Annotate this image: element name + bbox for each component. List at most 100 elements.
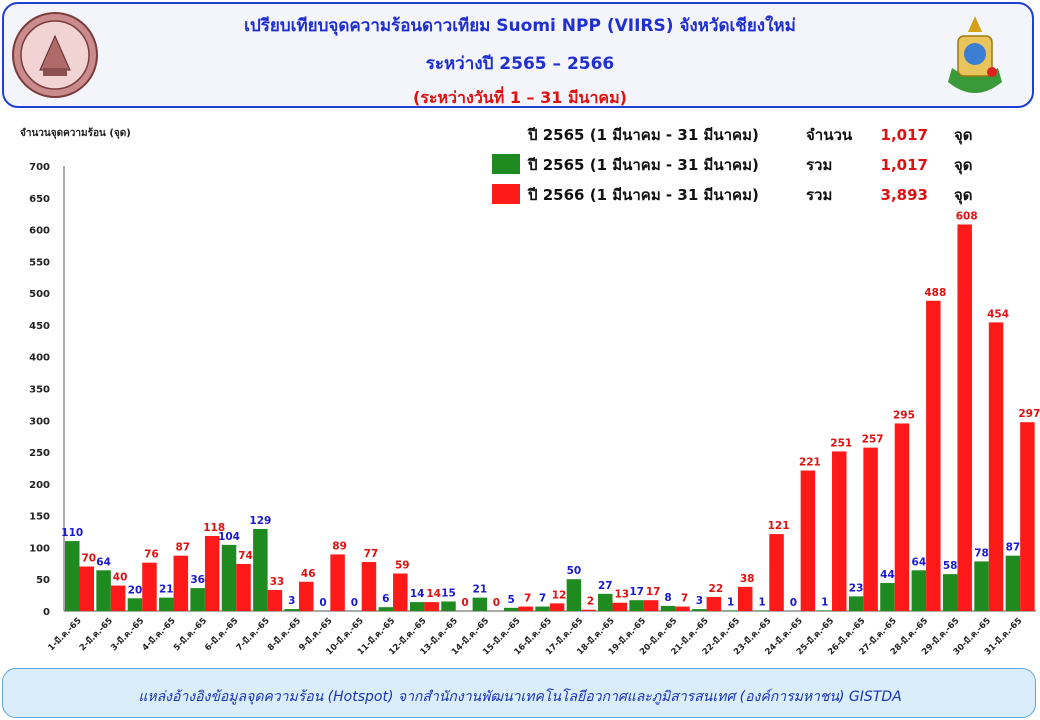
data-label-2565: 17 (629, 586, 644, 598)
bar-2565 (723, 610, 738, 611)
y-tick-label: 50 (36, 575, 50, 586)
data-label-2566: 87 (176, 542, 191, 554)
data-label-2565: 3 (288, 595, 295, 607)
data-label-2565: 15 (441, 587, 456, 599)
bar-2566 (832, 451, 847, 611)
bar-2566 (675, 606, 690, 611)
data-label-2566: 7 (681, 593, 688, 605)
y-tick-label: 300 (29, 416, 50, 427)
data-label-2566: 121 (768, 520, 790, 532)
bar-2565 (221, 544, 237, 611)
data-label-2565: 64 (96, 556, 111, 568)
agency-emblem-icon (948, 16, 1002, 93)
data-label-2566: 77 (364, 548, 379, 560)
bar-2565 (817, 610, 833, 611)
data-label-2565: 1 (758, 596, 765, 608)
y-tick-label: 700 (29, 162, 50, 173)
bar-2566 (236, 563, 251, 611)
bar-2565 (127, 598, 143, 611)
bar-2565 (96, 570, 111, 611)
data-label-2565: 8 (664, 592, 671, 604)
bar-2565 (911, 570, 927, 611)
data-label-2566: 76 (144, 549, 159, 561)
legend-swatch (492, 184, 520, 204)
bar-2566 (298, 581, 314, 611)
data-label-2566: 14 (426, 588, 441, 600)
bar-2565 (378, 607, 394, 611)
data-label-2566: 257 (862, 434, 884, 446)
legend-total: 1,017 (881, 126, 928, 144)
bar-2566 (110, 585, 126, 611)
data-label-2565: 110 (61, 527, 83, 539)
legend-total: 1,017 (881, 156, 928, 174)
bar-2566 (863, 447, 878, 611)
data-label-2565: 6 (382, 593, 389, 605)
y-axis-label: จำนวนจุดความร้อน (จุด) (20, 127, 131, 139)
bar-2565 (441, 601, 456, 611)
bar-2565 (65, 541, 80, 611)
data-label-2566: 608 (956, 210, 978, 222)
data-label-2566: 251 (830, 437, 852, 449)
data-label-2565: 0 (351, 597, 358, 609)
y-tick-label: 250 (29, 448, 50, 459)
bar-2566 (737, 586, 753, 611)
bar-2566 (330, 554, 345, 611)
y-tick-label: 550 (29, 257, 50, 268)
bar-2565 (535, 606, 550, 611)
provincial-seal-icon (12, 12, 98, 98)
data-label-2565: 1 (727, 596, 734, 608)
data-label-2565: 78 (974, 547, 989, 559)
legend-word: รวม (806, 186, 832, 204)
data-label-2565: 0 (790, 597, 797, 609)
bar-2565 (253, 528, 268, 611)
data-label-2566: 13 (614, 589, 629, 601)
data-label-2566: 17 (646, 586, 661, 598)
bar-2566 (581, 609, 596, 611)
legend-swatch (492, 154, 520, 174)
bar-2565 (598, 593, 613, 611)
bar-2566 (988, 322, 1004, 611)
bar-2566 (549, 603, 565, 611)
y-tick-label: 150 (29, 512, 50, 523)
bar-2565 (660, 605, 676, 611)
bar-2565 (880, 583, 895, 611)
bar-2565 (974, 561, 989, 611)
legend-word: จำนวน (806, 126, 853, 144)
data-label-2566: 59 (395, 559, 410, 571)
y-tick-label: 0 (43, 607, 50, 618)
footer-panel (2, 668, 1036, 718)
y-tick-label: 200 (29, 480, 50, 491)
bar-2566 (957, 224, 972, 611)
legend-total: 3,893 (881, 186, 928, 204)
data-label-2565: 21 (159, 584, 174, 596)
data-label-2565: 27 (598, 580, 613, 592)
chart-title-line2: ระหว่างปี 2565 – 2566 (425, 54, 615, 74)
bar-2565 (848, 596, 864, 611)
bar-2565 (159, 597, 174, 611)
data-label-2566: 297 (1018, 408, 1040, 420)
legend-label: ปี 2565 (1 มีนาคม - 31 มีนาคม) (527, 126, 759, 144)
bar-2566 (173, 555, 189, 611)
bar-2566 (393, 573, 408, 611)
bar-2566 (800, 470, 816, 611)
data-label-2565: 1 (821, 596, 828, 608)
bar-2565 (503, 607, 519, 611)
data-label-2566: 38 (740, 573, 755, 585)
data-label-2565: 87 (1006, 542, 1021, 554)
bar-2566 (361, 562, 377, 611)
data-label-2566: 74 (238, 550, 253, 562)
y-tick-label: 650 (29, 194, 50, 205)
bar-2566 (518, 606, 533, 611)
data-label-2565: 5 (508, 594, 515, 606)
bar-2565 (692, 609, 707, 611)
bar-2566 (769, 534, 784, 611)
data-label-2566: 295 (893, 409, 915, 421)
bar-2566 (424, 602, 439, 611)
data-label-2566: 488 (924, 287, 946, 299)
legend-unit: จุด (954, 186, 973, 205)
bar-2566 (79, 566, 94, 611)
data-label-2565: 104 (218, 531, 240, 543)
data-label-2566: 2 (587, 596, 594, 608)
data-label-2565: 23 (849, 582, 864, 594)
data-label-2565: 44 (880, 569, 895, 581)
